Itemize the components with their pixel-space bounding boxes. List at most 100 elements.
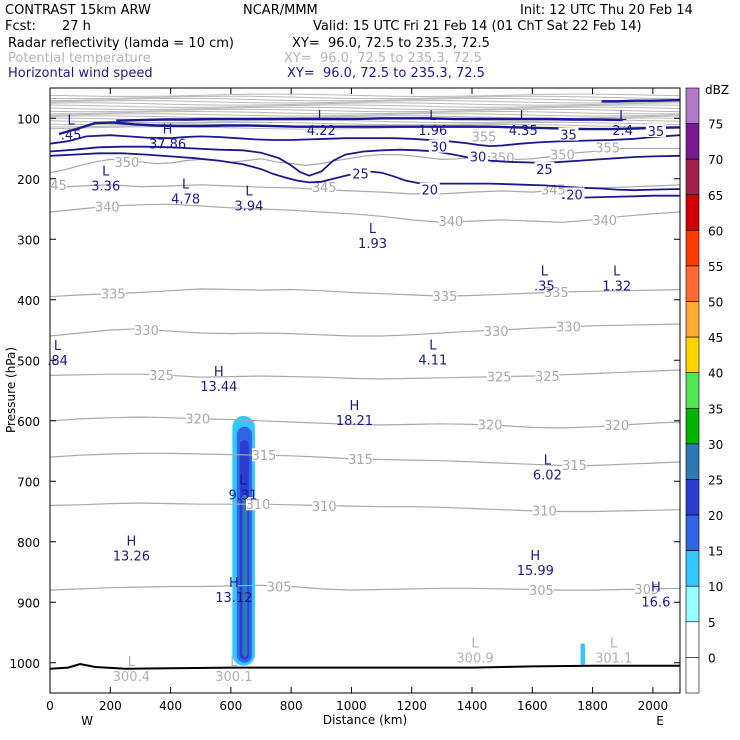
extremum-kind: L — [102, 165, 110, 180]
theta-label-bg — [114, 154, 139, 168]
wind-label-bg — [468, 149, 489, 163]
colorbar-bin — [685, 158, 700, 196]
y-tick-label: 300 — [17, 233, 40, 247]
y-tick-label: 700 — [17, 475, 40, 489]
theta-label-bg — [267, 579, 292, 593]
wind-label-bg — [564, 187, 585, 201]
theta-label-bg — [487, 369, 512, 383]
extremum-value: 15.99 — [517, 564, 554, 579]
center-label: NCAR/MMM — [243, 3, 318, 18]
x-axis-title: Distance (km) — [323, 713, 407, 727]
theta-label: 335 — [544, 286, 569, 301]
colorbar-bin — [685, 265, 700, 302]
extremum-kind: L — [610, 637, 618, 652]
theta-label-bg — [438, 214, 463, 228]
theta-label: 325 — [487, 371, 512, 386]
extremum-value: 2.4 — [612, 124, 633, 139]
colorbar-bin — [685, 87, 700, 124]
theta-label: 355 — [472, 130, 497, 145]
extremum-value: 4.11 — [418, 353, 447, 368]
theta-label: 330 — [556, 320, 581, 335]
colorbar-bin — [685, 657, 700, 694]
extremum-value: 37.86 — [149, 137, 186, 152]
theta-label: 340 — [438, 215, 463, 230]
colorbar-tick-label: 70 — [708, 153, 723, 167]
extremum-kind: L — [544, 453, 552, 468]
theta-label-bg — [312, 499, 337, 513]
theta-contour-upper — [50, 108, 680, 113]
theta-label: 315 — [562, 459, 587, 474]
wind-contour-layer: 35 35 30 30 25 25 20 20 — [50, 98, 680, 670]
colorbar-tick-label: 45 — [708, 331, 723, 345]
extremum-value: 300.1 — [215, 670, 252, 685]
theta-label: 330 — [134, 324, 159, 339]
colorbar-bin — [685, 372, 700, 409]
extremum-kind: H — [350, 399, 360, 414]
extremum-kind: L — [429, 338, 437, 353]
extremum-kind: L — [429, 109, 437, 124]
extremum-kind: H — [126, 534, 136, 549]
field-wind-name: Horizontal wind speed — [8, 66, 153, 81]
theta-label-bg — [532, 503, 557, 517]
wind-label-bg — [419, 182, 440, 196]
reflectivity-layer — [232, 415, 586, 666]
wind-contour-25 — [50, 145, 680, 177]
extremum-kind: L — [613, 265, 621, 280]
x-tick-label: 600 — [219, 699, 242, 713]
x-tick-label: 800 — [280, 699, 303, 713]
theta-contour-upper — [50, 121, 680, 126]
colorbar-tick-label: 40 — [708, 367, 723, 381]
extremum-value: 13.12 — [215, 591, 252, 606]
theta-label-bg — [634, 581, 659, 595]
theta-contour-335 — [50, 288, 680, 298]
reflectivity-cell — [242, 494, 248, 657]
extremum-value: 13.44 — [200, 380, 237, 395]
theta-contour-upper — [50, 104, 680, 108]
field-reflectivity-xy: XY= 96.0, 72.5 to 235.3, 72.5 — [292, 36, 490, 51]
theta-label: 310 — [246, 498, 271, 513]
theta-label-bg — [185, 411, 210, 425]
theta-label: 345 — [42, 179, 67, 194]
extremum-value: 301.1 — [595, 652, 632, 667]
x-tick-label: 1000 — [336, 699, 367, 713]
extremum-value: 3.94 — [234, 200, 263, 215]
y-tick-label: 500 — [17, 354, 40, 368]
colorbar-bin — [685, 621, 700, 658]
extremum-value: 4.78 — [171, 192, 200, 207]
colorbar-tick-label: 0 — [708, 651, 716, 665]
wind-contour-40 — [116, 117, 623, 122]
field-theta-name: Potential temperature — [8, 51, 151, 66]
colorbar-bin — [685, 194, 700, 231]
colorbar-tick-label: 75 — [708, 118, 723, 132]
wind-label: 35 — [560, 129, 577, 144]
theta-label-bg — [245, 497, 270, 511]
theta-label-bg — [550, 147, 575, 161]
theta-label: 305 — [634, 583, 659, 598]
theta-label-bg — [535, 368, 560, 382]
theta-label: 305 — [267, 581, 292, 596]
theta-label: 325 — [149, 369, 174, 384]
theta-label: 330 — [484, 325, 509, 340]
theta-label: 310 — [312, 500, 337, 515]
theta-label: 305 — [529, 584, 554, 599]
model-title: CONTRAST 15km ARW — [5, 3, 151, 18]
theta-label: 345 — [541, 184, 566, 199]
theta-contour-upper — [50, 95, 680, 100]
x-tick-label: 0 — [46, 699, 54, 713]
east-label: E — [656, 714, 664, 728]
colorbar-bin — [685, 550, 700, 587]
field-reflectivity-name: Radar reflectivity (lamda = 10 cm) — [8, 36, 234, 51]
colorbar-tick-label: 25 — [708, 473, 723, 487]
x-tick-label: 400 — [159, 699, 182, 713]
theta-label: 350 — [490, 152, 515, 167]
colorbar-bin — [685, 585, 700, 623]
extremum-value: 300.9 — [456, 652, 493, 667]
theta-label: 355 — [595, 141, 620, 156]
y-tick-label: 800 — [17, 536, 40, 550]
colorbar-bin — [685, 514, 700, 551]
theta-contour-upper — [50, 106, 680, 111]
extremum-value: 4.35 — [509, 124, 538, 139]
theta-label-bg — [101, 286, 126, 300]
